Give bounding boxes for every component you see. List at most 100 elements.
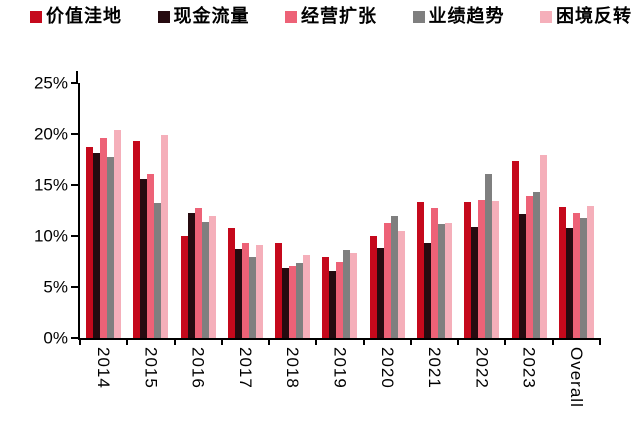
bar-经营扩张-2014 — [100, 138, 108, 338]
bar-困境反转-2020 — [397, 230, 405, 338]
bar-group-2022 — [458, 83, 505, 338]
y-axis-tick — [71, 82, 78, 84]
bar-业绩趋势-2019 — [343, 250, 351, 338]
bar-group-2020 — [364, 83, 411, 338]
bar-困境反转-2014 — [114, 129, 122, 338]
bar-价值洼地-Overall — [558, 207, 566, 338]
x-axis-tick — [268, 338, 271, 345]
bar-group-Overall — [553, 83, 600, 338]
x-tick-label-2019: 2019 — [330, 347, 350, 389]
bar-业绩趋势-2014 — [107, 157, 115, 338]
x-axis-tick — [551, 338, 554, 345]
bar-group-2015 — [127, 83, 174, 338]
y-axis-tick — [71, 286, 78, 288]
bar-现金流量-Overall — [565, 227, 573, 338]
legend-label: 困境反转 — [556, 6, 632, 26]
bar-经营扩张-2022 — [478, 200, 486, 338]
bar-现金流量-2021 — [423, 243, 431, 338]
bar-困境反转-Overall — [586, 206, 594, 338]
y-tick-label: 25% — [33, 73, 68, 93]
bar-业绩趋势-2015 — [154, 203, 162, 338]
bar-group-2023 — [505, 83, 552, 338]
bar-group-2014 — [80, 83, 127, 338]
legend-item-4: 困境反转 — [540, 6, 632, 27]
bar-现金流量-2017 — [234, 249, 242, 338]
bar-困境反转-2015 — [161, 135, 169, 338]
bar-业绩趋势-2021 — [437, 223, 445, 338]
chart-legend: 价值洼地 现金流量 经营扩张 业绩趋势 困境反转 — [30, 6, 632, 27]
bar-经营扩张-2023 — [525, 196, 533, 338]
bar-价值洼地-2018 — [275, 243, 283, 338]
x-axis-tick — [220, 338, 223, 345]
bar-经营扩张-2021 — [430, 208, 438, 338]
x-tick-label-2018: 2018 — [283, 347, 303, 389]
y-tick-label: 10% — [33, 226, 68, 246]
bar-业绩趋势-2017 — [248, 257, 256, 338]
bar-group-2017 — [222, 83, 269, 338]
legend-item-3: 业绩趋势 — [412, 6, 505, 27]
bar-业绩趋势-2022 — [485, 173, 493, 338]
bar-现金流量-2016 — [187, 212, 195, 338]
legend-swatch-icon — [540, 10, 552, 23]
bar-现金流量-2022 — [471, 226, 479, 338]
y-tick-label: 5% — [43, 277, 68, 297]
bar-group-2021 — [411, 83, 458, 338]
bar-价值洼地-2023 — [511, 160, 519, 338]
y-axis-tick — [71, 337, 78, 339]
y-axis-line — [76, 71, 78, 83]
x-tick-label-2014: 2014 — [94, 347, 114, 389]
bar-困境反转-2023 — [539, 155, 547, 338]
bar-现金流量-2019 — [329, 270, 337, 338]
x-tick-label-2017: 2017 — [235, 347, 255, 389]
x-tick-label-2022: 2022 — [472, 347, 492, 389]
bar-困境反转-2018 — [303, 255, 311, 338]
x-tick-label-2016: 2016 — [188, 347, 208, 389]
bar-经营扩张-2017 — [241, 243, 249, 338]
x-axis-tick — [362, 338, 365, 345]
legend-item-0: 价值洼地 — [30, 6, 122, 27]
legend-item-2: 经营扩张 — [285, 6, 377, 27]
bar-现金流量-2014 — [93, 153, 101, 338]
legend-label: 现金流量 — [173, 6, 250, 26]
x-axis-tick — [315, 338, 318, 345]
bar-业绩趋势-2020 — [390, 215, 398, 338]
plot-area: 25% 20% 15% 10% 5% 0% 2014 2015 2016 2017 2018 2019… — [34, 75, 601, 408]
x-tick-label-2021: 2021 — [425, 347, 445, 389]
bar-困境反转-2019 — [350, 253, 358, 338]
bar-经营扩张-2019 — [336, 261, 344, 338]
bar-现金流量-2023 — [518, 213, 526, 338]
legend-swatch-icon — [412, 10, 425, 23]
x-axis-tick — [79, 338, 81, 345]
bar-业绩趋势-Overall — [579, 217, 587, 338]
bar-价值洼地-2015 — [133, 141, 141, 338]
legend-swatch-icon — [157, 10, 170, 23]
x-tick-label-2020: 2020 — [377, 347, 397, 389]
bar-经营扩张-2016 — [194, 208, 202, 338]
legend-swatch-icon — [30, 10, 42, 23]
x-axis-tick — [409, 338, 412, 345]
bar-价值洼地-2017 — [227, 227, 235, 338]
bar-经营扩张-2015 — [147, 173, 155, 338]
bar-业绩趋势-2016 — [201, 221, 209, 338]
bar-价值洼地-2016 — [180, 236, 188, 338]
legend-label: 经营扩张 — [301, 6, 377, 26]
x-tick-label-2023: 2023 — [519, 347, 539, 389]
y-axis-tick — [71, 235, 78, 237]
y-axis-tick — [71, 133, 78, 135]
x-axis-tick — [457, 338, 460, 345]
bar-价值洼地-2019 — [322, 257, 330, 338]
y-tick-label: 20% — [33, 124, 68, 144]
bar-困境反转-2021 — [444, 222, 452, 338]
x-tick-label-Overall: Overall — [566, 347, 586, 408]
y-tick-label: 0% — [43, 328, 68, 348]
bar-group-2018 — [269, 83, 316, 338]
bar-现金流量-2020 — [376, 248, 384, 338]
bar-group-2016 — [175, 83, 222, 338]
bar-经营扩张-2020 — [383, 222, 391, 338]
x-axis-tick — [126, 338, 129, 345]
bar-业绩趋势-2018 — [296, 262, 304, 338]
bar-现金流量-2018 — [282, 267, 290, 338]
bar-价值洼地-2022 — [464, 202, 472, 338]
bar-经营扩张-Overall — [572, 212, 580, 338]
